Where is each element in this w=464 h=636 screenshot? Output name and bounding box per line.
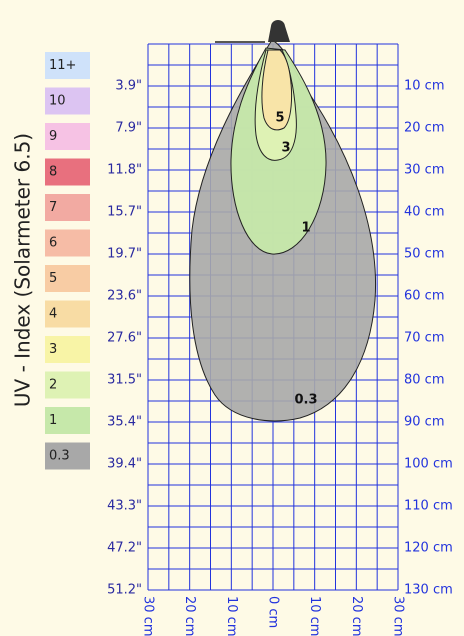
- right-label: 30 cm: [404, 163, 445, 178]
- legend-swatch: [45, 300, 90, 328]
- contour-label: 1: [301, 221, 310, 236]
- left-label: 39.4": [107, 457, 142, 472]
- legend-swatch: [45, 265, 90, 292]
- bottom-label: 30 cm: [141, 596, 156, 636]
- bottom-label: 30 cm: [391, 596, 406, 636]
- labels: 3.9"7.9"11.8"15.7"19.7"23.6"27.6"31.5"35…: [11, 52, 453, 636]
- left-label: 15.7": [107, 205, 142, 220]
- right-label: 90 cm: [404, 415, 445, 430]
- right-label: 20 cm: [404, 121, 445, 136]
- legend-swatch: [45, 371, 90, 399]
- right-label: 10 cm: [404, 79, 445, 94]
- bottom-label: 20 cm: [182, 596, 197, 636]
- right-label: 40 cm: [404, 205, 445, 220]
- legend-swatch: [45, 194, 90, 221]
- contour-label: 5: [275, 111, 284, 126]
- right-label: 70 cm: [404, 331, 445, 346]
- left-label: 3.9": [115, 79, 142, 94]
- lamp: [268, 20, 290, 42]
- legend-label: 7: [49, 200, 57, 215]
- legend-swatch: [45, 158, 90, 186]
- left-label: 19.7": [107, 247, 142, 262]
- legend-label: 11+: [49, 58, 76, 73]
- left-label: 23.6": [107, 289, 142, 304]
- bottom-label: 0 cm: [266, 596, 281, 628]
- contour-5: [261, 49, 293, 131]
- legend-label: 3: [49, 342, 57, 357]
- right-label: 60 cm: [404, 289, 445, 304]
- legend-swatch: [45, 87, 90, 115]
- left-label: 35.4": [107, 415, 142, 430]
- contour-label: 0.3: [294, 393, 317, 408]
- legend-label: 10: [49, 94, 66, 109]
- right-label: 120 cm: [404, 541, 453, 556]
- legend-swatch: [45, 229, 90, 257]
- legend-label: 2: [49, 378, 57, 393]
- legend-label: 9: [49, 129, 57, 144]
- legend-label: 8: [49, 165, 57, 180]
- legend-swatch: [45, 407, 90, 434]
- legend-swatch: [45, 123, 90, 150]
- legend-label: 4: [49, 307, 57, 322]
- legend-swatch: [45, 442, 90, 470]
- bottom-label: 10 cm: [224, 596, 239, 636]
- contour-label: 3: [281, 141, 290, 156]
- legend-label: 6: [49, 236, 57, 251]
- bottom-label: 10 cm: [307, 596, 322, 636]
- left-label: 43.3": [107, 499, 142, 514]
- right-label: 100 cm: [404, 457, 453, 472]
- legend-label: 5: [49, 271, 57, 286]
- y-axis-title: UV - Index (Solarmeter 6.5): [11, 133, 35, 407]
- left-label: 47.2": [107, 541, 142, 556]
- right-label: 130 cm: [404, 583, 453, 598]
- left-label: 51.2": [107, 583, 142, 598]
- right-label: 110 cm: [404, 499, 453, 514]
- right-label: 80 cm: [404, 373, 445, 388]
- legend-swatch: [45, 52, 90, 79]
- left-label: 27.6": [107, 331, 142, 346]
- left-label: 11.8": [107, 163, 142, 178]
- right-label: 50 cm: [404, 247, 445, 262]
- legend-label: 1: [49, 413, 57, 428]
- legend-label: 0.3: [49, 449, 70, 464]
- bottom-label: 20 cm: [349, 596, 364, 636]
- legend-swatch: [45, 336, 90, 363]
- left-label: 31.5": [107, 373, 142, 388]
- left-label: 7.9": [115, 121, 142, 136]
